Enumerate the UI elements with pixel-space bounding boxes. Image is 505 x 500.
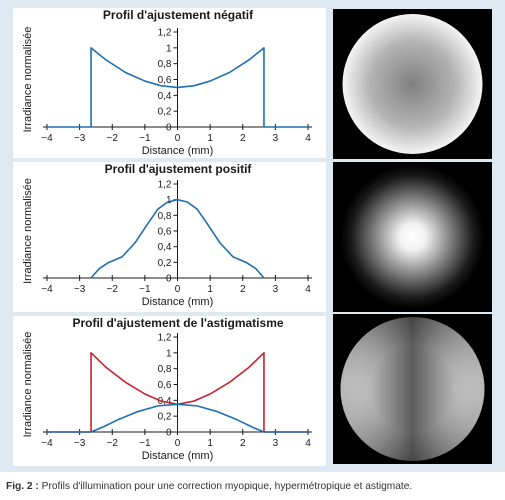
y-tick-label: 0,2 <box>158 258 172 269</box>
series-line-1 <box>90 198 265 279</box>
y-tick-label: 1,2 <box>158 180 172 191</box>
x-axis-label: Distance (mm) <box>142 145 214 157</box>
chart-title: Profil d'ajustement de l'astigmatisme <box>72 316 283 330</box>
chart-title: Profil d'ajustement positif <box>105 162 253 176</box>
illumination-image-3 <box>333 314 492 464</box>
y-tick-label: 0 <box>166 274 172 285</box>
y-tick-label: 0,2 <box>158 412 172 423</box>
x-tick-label: 4 <box>305 284 311 295</box>
x-tick-label: −3 <box>74 284 86 295</box>
x-tick-label: 1 <box>207 438 213 449</box>
y-tick-label: 0,6 <box>158 227 172 238</box>
chart-1: Profil d'ajustement négatif Irradiance no… <box>13 8 326 158</box>
y-tick-label: 0,6 <box>158 380 172 391</box>
x-tick-label: 1 <box>207 133 213 144</box>
y-tick-label: 0 <box>166 428 172 439</box>
x-tick-label: −2 <box>107 133 119 144</box>
x-tick-label: 0 <box>175 284 181 295</box>
x-tick-label: 1 <box>207 284 213 295</box>
x-tick-label: 2 <box>240 284 246 295</box>
plot-background <box>13 316 326 466</box>
x-tick-label: 4 <box>305 438 311 449</box>
illumination-image-1 <box>333 9 492 159</box>
illumination-image-2 <box>333 162 492 312</box>
y-tick-label: 1 <box>166 43 172 54</box>
y-tick-label: 1 <box>166 195 172 206</box>
illumination-disk <box>340 165 485 309</box>
y-tick-label: 0,4 <box>158 91 172 102</box>
y-tick-label: 0,8 <box>158 211 172 222</box>
y-tick-label: 0,4 <box>158 242 172 253</box>
y-tick-label: 0,8 <box>158 364 172 375</box>
chart-2: Profil d'ajustement positif Irradiance no… <box>13 162 326 312</box>
caption-label: Fig. 2 : <box>6 481 39 492</box>
x-tick-label: 3 <box>273 133 279 144</box>
y-tick-label: 1,2 <box>158 333 172 344</box>
x-tick-label: 0 <box>175 438 181 449</box>
x-tick-label: 4 <box>305 133 311 144</box>
x-tick-label: −1 <box>139 438 151 449</box>
series-line-2 <box>47 403 308 433</box>
y-axis-label: Irradiance normalisée <box>22 178 34 284</box>
x-tick-label: −1 <box>139 284 151 295</box>
x-tick-label: 3 <box>273 284 279 295</box>
figure-caption: Fig. 2 : Profils d'illumination pour une… <box>6 481 501 492</box>
y-tick-label: 0,8 <box>158 59 172 70</box>
y-axis-label: Irradiance normalisée <box>22 27 34 133</box>
x-tick-label: −4 <box>41 284 53 295</box>
x-tick-label: −3 <box>74 438 86 449</box>
x-tick-label: 0 <box>175 133 181 144</box>
y-tick-label: 1,2 <box>158 28 172 39</box>
y-tick-label: 0 <box>166 123 172 134</box>
x-tick-label: 3 <box>273 438 279 449</box>
series-line-1 <box>47 47 308 128</box>
x-tick-label: −2 <box>107 438 119 449</box>
x-tick-label: −1 <box>139 133 151 144</box>
plot-background <box>13 8 326 158</box>
x-tick-label: −2 <box>107 284 119 295</box>
plot-background <box>13 162 326 312</box>
illumination-disk-shade <box>340 317 485 461</box>
y-axis-label: Irradiance normalisée <box>22 332 34 438</box>
x-tick-label: −4 <box>41 438 53 449</box>
illumination-disk <box>342 14 483 154</box>
caption-text: Profils d'illumination pour une correcti… <box>41 481 413 492</box>
x-tick-label: 2 <box>240 133 246 144</box>
x-tick-label: −3 <box>74 133 86 144</box>
y-tick-label: 0,2 <box>158 107 172 118</box>
chart-3: Profil d'ajustement de l'astigmatisme Irr… <box>13 316 326 466</box>
x-axis-label: Distance (mm) <box>142 450 214 462</box>
y-tick-label: 1 <box>166 348 172 359</box>
x-tick-label: 2 <box>240 438 246 449</box>
x-tick-label: −4 <box>41 133 53 144</box>
figure-svg: Profil d'ajustement négatif Irradiance no… <box>13 8 492 466</box>
chart-title: Profil d'ajustement négatif <box>103 8 254 22</box>
y-tick-label: 0,6 <box>158 75 172 86</box>
x-axis-label: Distance (mm) <box>142 296 214 308</box>
